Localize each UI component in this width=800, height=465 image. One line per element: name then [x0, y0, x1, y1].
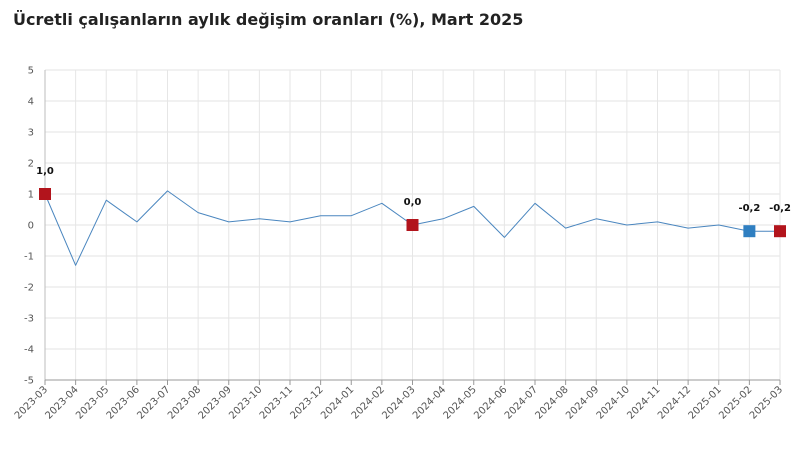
y-tick-label: -5	[24, 376, 34, 387]
y-tick-label: -3	[24, 314, 34, 325]
y-tick-label: 4	[28, 97, 34, 108]
highlight-marker	[39, 188, 51, 200]
y-tick-label: -2	[24, 283, 34, 294]
data-label: 0,0	[404, 197, 422, 208]
data-labels: 1,0 0,0 -0,2 -0,2	[36, 166, 791, 214]
y-tick-label: 2	[28, 159, 34, 170]
x-tick-labels: 2023-032023-042023-052023-062023-072023-…	[13, 384, 785, 421]
chart-title: Ücretli çalışanların aylık değişim oranl…	[13, 10, 524, 29]
highlight-marker	[743, 225, 756, 238]
y-tick-label: -1	[24, 252, 34, 263]
data-label: -0,2	[738, 203, 760, 214]
highlight-marker	[774, 225, 786, 238]
axes	[44, 70, 781, 385]
highlight-marker	[406, 219, 419, 231]
y-tick-labels: 5 4 3 2 1 0 -1 -2 -3 -4 -5	[24, 66, 34, 387]
y-tick-label: 0	[28, 221, 34, 232]
y-tick-label: 3	[28, 128, 34, 139]
y-tick-label: -4	[24, 345, 34, 356]
highlight-markers	[39, 188, 786, 238]
y-tick-label: 1	[28, 190, 34, 201]
y-tick-label: 5	[28, 66, 34, 77]
data-label: 1,0	[36, 166, 54, 177]
x-tick-label: 2025-03	[748, 384, 785, 421]
data-label: -0,2	[769, 203, 791, 214]
